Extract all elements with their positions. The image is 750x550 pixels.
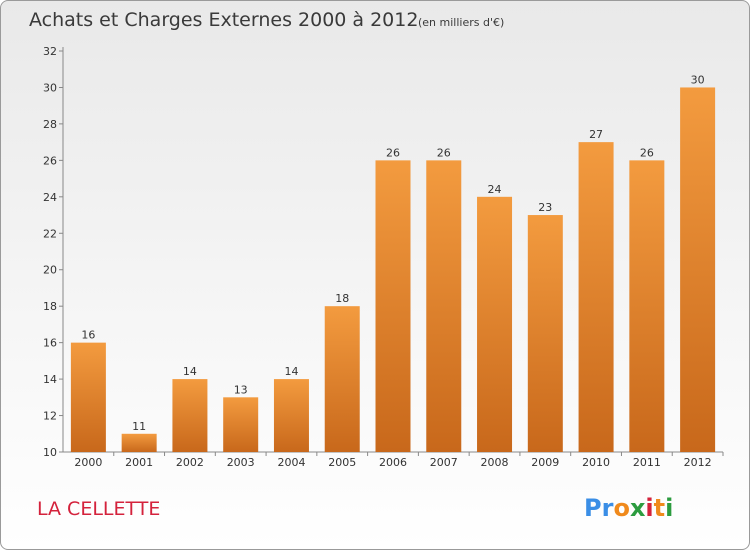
x-tick-label: 2006 [379, 456, 407, 469]
y-tick-label: 12 [43, 410, 57, 423]
bar-2012 [680, 87, 716, 453]
data-label-2009: 23 [538, 201, 552, 214]
y-tick-label: 16 [43, 337, 57, 350]
data-label-2005: 18 [335, 292, 349, 305]
data-label-2011: 26 [640, 146, 654, 159]
bar-2005 [324, 306, 360, 452]
bar-2002 [172, 379, 208, 452]
logo-letter: r [602, 494, 614, 522]
data-label-2002: 14 [183, 365, 197, 378]
x-tick-label: 2007 [430, 456, 458, 469]
x-tick-label: 2011 [633, 456, 661, 469]
data-label-2010: 27 [589, 128, 603, 141]
y-tick-label: 22 [43, 227, 57, 240]
y-tick-label: 10 [43, 446, 57, 459]
logo-letter: i [665, 494, 673, 522]
x-tick-label: 2002 [176, 456, 204, 469]
y-tick-label: 18 [43, 300, 57, 313]
logo-letter: o [613, 494, 630, 522]
x-tick-label: 2003 [227, 456, 255, 469]
bar-2001 [121, 433, 157, 452]
logo-letter: i [645, 494, 653, 522]
commune-name: LA CELLETTE [37, 498, 160, 520]
bar-2011 [629, 160, 665, 452]
data-label-2012: 30 [691, 73, 705, 86]
data-label-2004: 14 [284, 365, 298, 378]
proxiti-logo: Proxiti [584, 494, 673, 522]
x-tick-label: 2005 [328, 456, 356, 469]
x-tick-label: 2009 [531, 456, 559, 469]
data-label-2003: 13 [234, 383, 248, 396]
x-tick-label: 2012 [684, 456, 712, 469]
y-tick-label: 32 [43, 45, 57, 58]
y-tick-label: 28 [43, 118, 57, 131]
chart-subtitle: (en milliers d'€) [418, 16, 504, 29]
y-tick-label: 24 [43, 191, 57, 204]
x-tick-label: 2000 [74, 456, 102, 469]
logo-letter: t [654, 494, 665, 522]
axes: 10 12 14 16 18 20 22 24 26 28 30 32 2000 2001 2002 2003… [43, 45, 724, 469]
bar-2007 [426, 160, 462, 452]
bar-2008 [477, 196, 513, 452]
y-tick-label: 20 [43, 264, 57, 277]
data-label-2001: 11 [132, 420, 146, 433]
x-tick-label: 2008 [481, 456, 509, 469]
chart-title: Achats et Charges Externes 2000 à 2012 [29, 9, 418, 31]
logo-letter: x [630, 494, 646, 522]
bar-2006 [375, 160, 411, 452]
bar-2000 [70, 342, 106, 452]
y-tick-label: 30 [43, 81, 57, 94]
y-tick-label: 14 [43, 373, 57, 386]
bar-2009 [527, 215, 563, 452]
x-tick-label: 2001 [125, 456, 153, 469]
x-tick-label: 2010 [582, 456, 610, 469]
y-tick-label: 26 [43, 154, 57, 167]
data-label-2007: 26 [437, 146, 451, 159]
x-tick-label: 2004 [277, 456, 305, 469]
data-label-2008: 24 [488, 183, 502, 196]
data-label-2000: 16 [81, 329, 95, 342]
data-label-2006: 26 [386, 146, 400, 159]
bar-2003 [223, 397, 259, 452]
bars: 16 11 14 13 14 18 26 26 24 23 27 26 30 [70, 73, 716, 453]
bar-2010 [578, 142, 614, 453]
bar-2004 [273, 379, 309, 452]
logo-letter: P [584, 494, 602, 522]
